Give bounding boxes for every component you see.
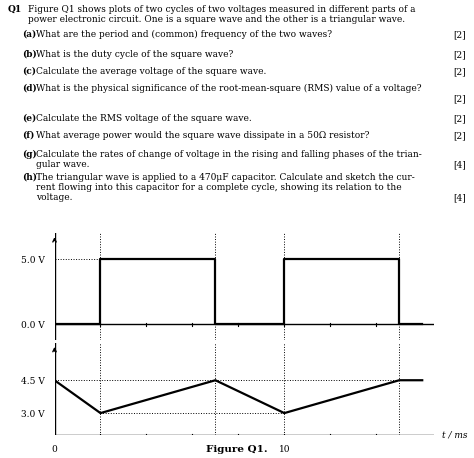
Text: [2]: [2] [453, 131, 466, 140]
Text: (b): (b) [22, 50, 37, 59]
Text: Figure Q1.: Figure Q1. [206, 445, 268, 454]
Text: t / ms: t / ms [442, 431, 467, 440]
Text: (g): (g) [22, 150, 37, 159]
Text: Calculate the RMS voltage of the square wave.: Calculate the RMS voltage of the square … [36, 114, 252, 123]
Text: voltage.: voltage. [36, 193, 73, 202]
Text: (d): (d) [22, 84, 37, 93]
Text: (e): (e) [22, 114, 36, 123]
Text: What are the period and (common) frequency of the two waves?: What are the period and (common) frequen… [36, 30, 332, 39]
Text: (f): (f) [22, 131, 35, 140]
Text: [4]: [4] [453, 160, 466, 169]
Text: rent flowing into this capacitor for a complete cycle, showing its relation to t: rent flowing into this capacitor for a c… [36, 183, 401, 192]
Text: Calculate the average voltage of the square wave.: Calculate the average voltage of the squ… [36, 67, 266, 76]
Text: gular wave.: gular wave. [36, 160, 90, 169]
Text: What average power would the square wave dissipate in a 50Ω resistor?: What average power would the square wave… [36, 131, 369, 140]
Text: [2]: [2] [453, 67, 466, 76]
Text: [2]: [2] [453, 114, 466, 123]
Text: (a): (a) [22, 30, 36, 39]
Text: What is the physical significance of the root-mean-square (RMS) value of a volta: What is the physical significance of the… [36, 84, 421, 93]
Text: [2]: [2] [453, 50, 466, 59]
Text: [2]: [2] [453, 94, 466, 103]
Text: [4]: [4] [453, 193, 466, 202]
Text: (c): (c) [22, 67, 36, 76]
Text: (h): (h) [22, 173, 37, 182]
Text: Q1: Q1 [8, 5, 22, 14]
Text: The triangular wave is applied to a 470μF capacitor. Calculate and sketch the cu: The triangular wave is applied to a 470μ… [36, 173, 415, 182]
Text: Figure Q1 shows plots of two cycles of two voltages measured in different parts : Figure Q1 shows plots of two cycles of t… [28, 5, 416, 14]
Text: [2]: [2] [453, 30, 466, 39]
Text: power electronic circuit. One is a square wave and the other is a triangular wav: power electronic circuit. One is a squar… [28, 15, 405, 24]
Text: What is the duty cycle of the square wave?: What is the duty cycle of the square wav… [36, 50, 233, 59]
Text: Calculate the rates of change of voltage in the rising and falling phases of the: Calculate the rates of change of voltage… [36, 150, 422, 159]
